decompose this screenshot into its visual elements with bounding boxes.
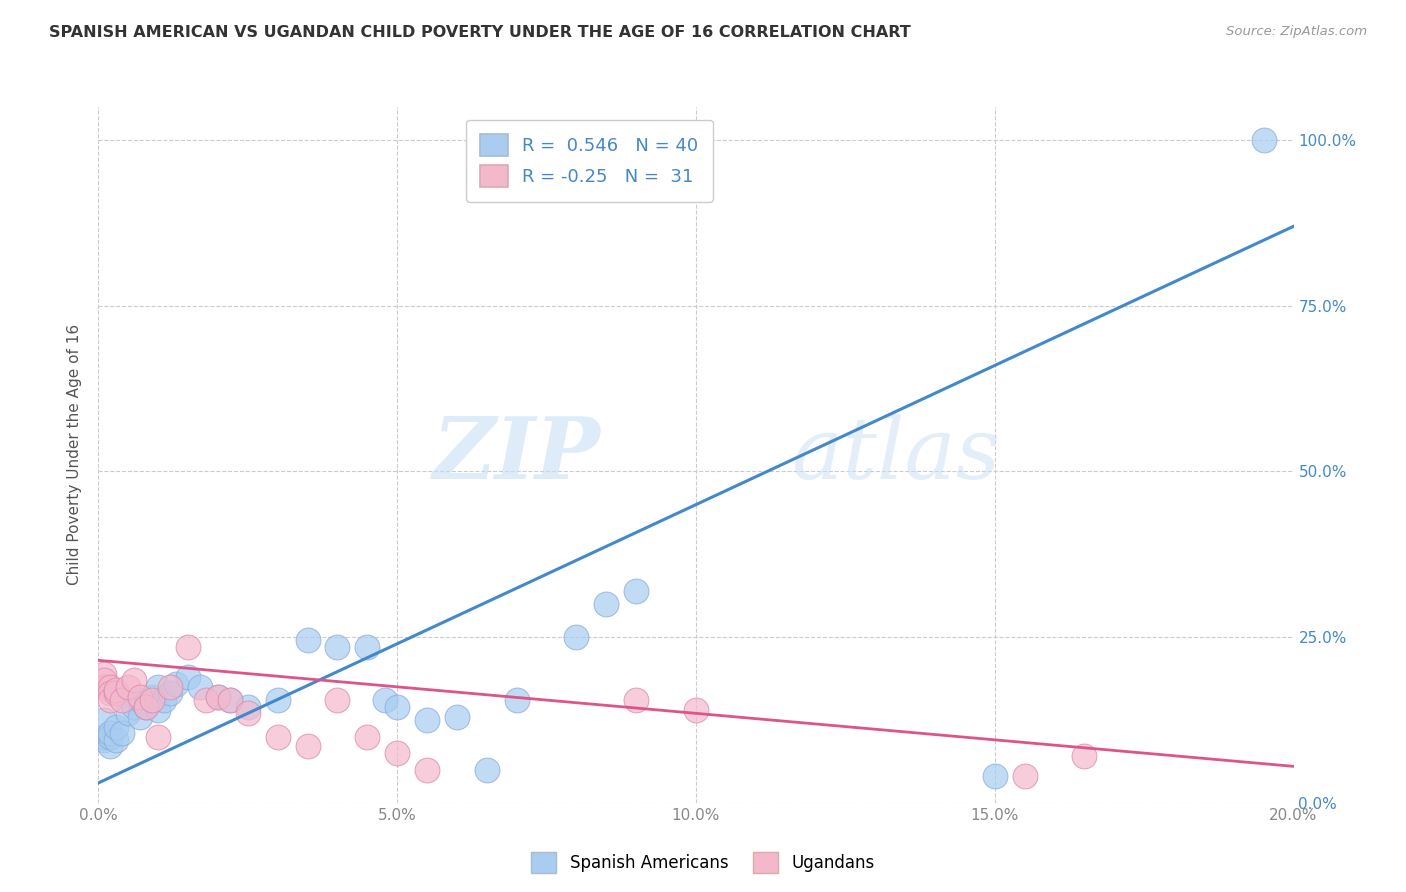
Point	[129, 690, 152, 704]
Point	[100, 726, 122, 740]
Point	[117, 706, 139, 721]
Point	[356, 640, 378, 654]
Point	[141, 693, 163, 707]
Point	[129, 709, 152, 723]
Point	[475, 763, 498, 777]
Point	[111, 693, 134, 707]
Point	[124, 673, 146, 688]
Point	[356, 730, 378, 744]
Point	[565, 630, 588, 644]
Point	[93, 666, 115, 681]
Point	[105, 720, 128, 734]
Point	[626, 693, 648, 707]
Point	[93, 680, 115, 694]
Point	[148, 703, 170, 717]
Point	[385, 746, 409, 760]
Point	[135, 699, 157, 714]
Text: ZIP: ZIP	[433, 413, 600, 497]
Text: atlas: atlas	[792, 414, 1001, 496]
Point	[506, 693, 529, 707]
Point	[100, 680, 122, 694]
Point	[685, 703, 707, 717]
Point	[626, 583, 648, 598]
Point	[141, 690, 163, 704]
Point	[124, 699, 146, 714]
Point	[117, 680, 139, 694]
Point	[93, 730, 115, 744]
Point	[148, 680, 170, 694]
Point	[385, 699, 409, 714]
Point	[177, 670, 200, 684]
Point	[195, 693, 218, 707]
Point	[177, 640, 200, 654]
Point	[416, 713, 439, 727]
Point	[100, 730, 122, 744]
Point	[105, 686, 128, 700]
Point	[446, 709, 468, 723]
Point	[153, 693, 176, 707]
Point	[236, 706, 259, 721]
Point	[100, 693, 122, 707]
Point	[135, 699, 157, 714]
Point	[148, 730, 170, 744]
Point	[984, 769, 1007, 783]
Point	[129, 693, 152, 707]
Point	[100, 686, 122, 700]
Point	[236, 699, 259, 714]
Point	[416, 763, 439, 777]
Point	[188, 680, 211, 694]
Text: SPANISH AMERICAN VS UGANDAN CHILD POVERTY UNDER THE AGE OF 16 CORRELATION CHART: SPANISH AMERICAN VS UGANDAN CHILD POVERT…	[49, 25, 911, 40]
Point	[326, 693, 349, 707]
Point	[374, 693, 396, 707]
Point	[1073, 749, 1095, 764]
Point	[267, 730, 290, 744]
Point	[1253, 133, 1275, 147]
Point	[100, 739, 122, 754]
Point	[1014, 769, 1036, 783]
Point	[267, 693, 290, 707]
Point	[207, 690, 229, 704]
Text: Source: ZipAtlas.com: Source: ZipAtlas.com	[1226, 25, 1367, 38]
Point	[595, 597, 617, 611]
Legend: Spanish Americans, Ugandans: Spanish Americans, Ugandans	[524, 846, 882, 880]
Legend: R =  0.546   N = 40, R = -0.25   N =  31: R = 0.546 N = 40, R = -0.25 N = 31	[465, 120, 713, 202]
Y-axis label: Child Poverty Under the Age of 16: Child Poverty Under the Age of 16	[67, 325, 83, 585]
Point	[111, 726, 134, 740]
Point	[297, 633, 319, 648]
Point	[219, 693, 242, 707]
Point	[93, 732, 115, 747]
Point	[207, 690, 229, 704]
Point	[93, 673, 115, 688]
Point	[297, 739, 319, 754]
Point	[105, 732, 128, 747]
Point	[159, 686, 181, 700]
Point	[93, 713, 115, 727]
Point	[326, 640, 349, 654]
Point	[159, 680, 181, 694]
Point	[219, 693, 242, 707]
Point	[105, 683, 128, 698]
Point	[165, 676, 187, 690]
